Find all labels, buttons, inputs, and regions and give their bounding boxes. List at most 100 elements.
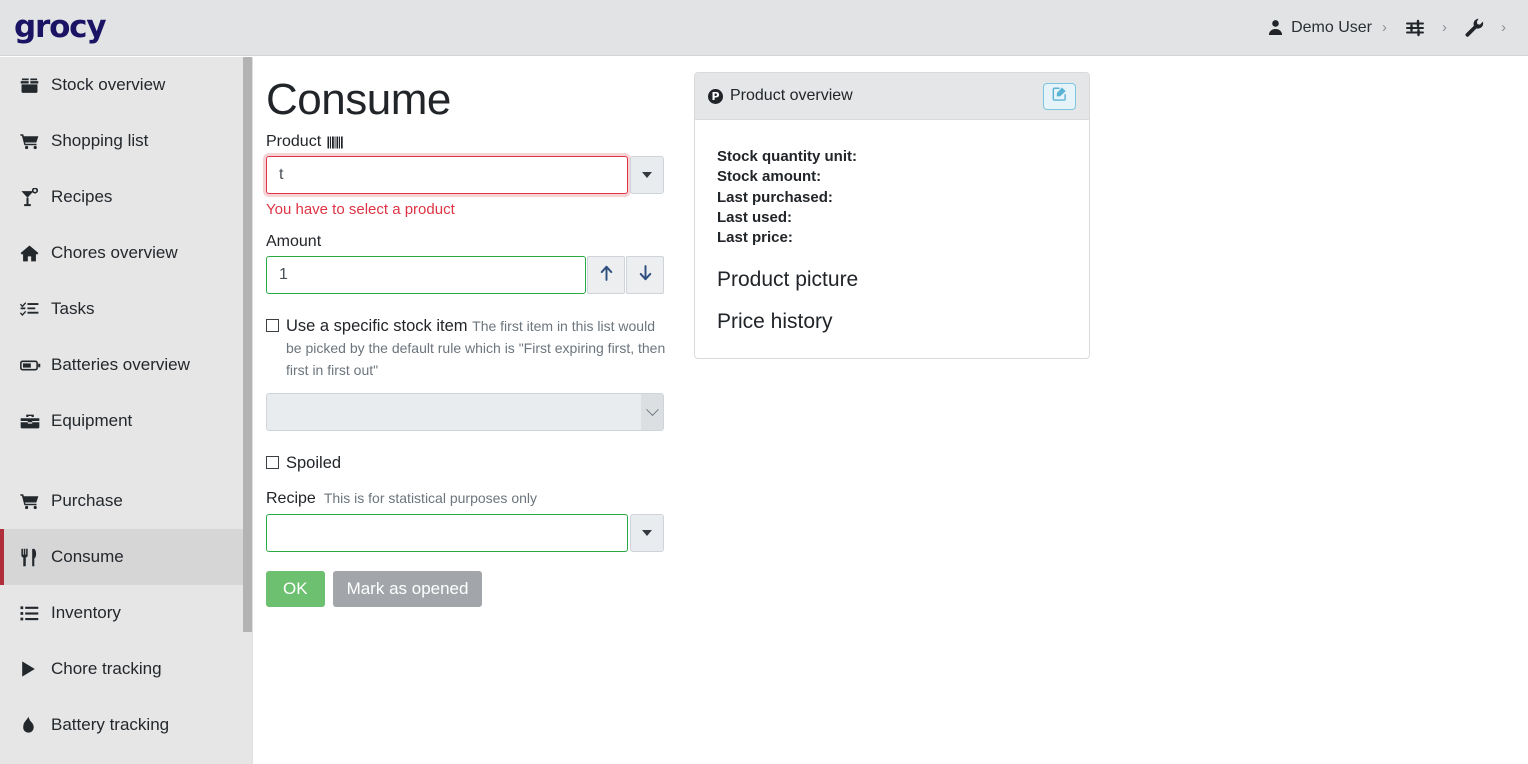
product-input-group <box>266 156 664 194</box>
sidebar-item-battery-tracking[interactable]: Battery tracking <box>0 697 252 753</box>
arrow-down-icon <box>638 264 653 286</box>
mark-as-opened-button[interactable]: Mark as opened <box>332 571 483 607</box>
edit-square-icon <box>1052 86 1067 106</box>
amount-increase-button[interactable] <box>587 256 625 294</box>
product-overview-body: Stock quantity unit: Stock amount: Last … <box>695 120 1089 358</box>
settings-menu[interactable] <box>1397 13 1440 43</box>
sidebar-item-shopping-list[interactable]: Shopping list <box>0 113 252 169</box>
sidebar-scrollbar-thumb[interactable] <box>243 57 252 632</box>
sidebar-scrollbar[interactable] <box>243 57 252 764</box>
stock-item-select-arrow <box>641 394 663 430</box>
amount-input-group <box>266 256 664 294</box>
main-content: Consume Product You <box>253 57 1528 764</box>
sidebar-item-label: Recipes <box>51 187 113 206</box>
product-dropdown-button[interactable] <box>630 156 664 194</box>
cart-icon <box>20 132 45 151</box>
sidebar-item-label: Purchase <box>51 491 123 510</box>
user-menu[interactable]: Demo User <box>1259 13 1380 43</box>
sidebar-item-label: Chore tracking <box>51 659 162 678</box>
product-circle-icon: P <box>708 88 723 104</box>
stock-amount-label: Stock amount: <box>717 168 822 186</box>
sidebar-item-label: Chores overview <box>51 243 178 262</box>
brand-logo[interactable]: grocy <box>14 9 107 45</box>
recipe-input[interactable] <box>266 514 628 552</box>
list-icon <box>20 604 45 623</box>
tasks-icon <box>20 300 45 319</box>
last-purchased-label: Last purchased: <box>717 188 833 206</box>
sidebar-item-consume[interactable]: Consume <box>0 529 252 585</box>
home-icon <box>20 244 45 263</box>
flame-icon <box>20 715 45 735</box>
recipe-help: This is for statistical purposes only <box>323 490 538 506</box>
settings-menu-chevron-icon[interactable]: › <box>1442 19 1447 36</box>
product-input[interactable] <box>266 156 628 194</box>
utensils-icon <box>20 548 45 567</box>
sidebar-item-label: Batteries overview <box>51 355 190 374</box>
recipe-label: Recipe <box>266 489 316 507</box>
caret-down-icon <box>642 530 652 536</box>
specific-stock-item-label-group: Use a specific stock item The first item… <box>286 315 666 381</box>
sidebar-item-label: Tasks <box>51 299 95 318</box>
product-error-message: You have to select a product <box>266 201 455 218</box>
edit-product-button[interactable] <box>1043 82 1076 110</box>
arrow-up-icon <box>599 265 614 286</box>
product-picture-heading: Product picture <box>717 268 859 292</box>
stock-quantity-unit-label: Stock quantity unit: <box>717 148 857 165</box>
consume-form: Product You have to select a product <box>266 133 666 607</box>
last-used-label: Last used: <box>717 208 793 226</box>
sidebar-item-tasks[interactable]: Tasks <box>0 281 252 337</box>
sidebar-item-inventory[interactable]: Inventory <box>0 585 252 641</box>
last-price-label: Last price: <box>717 229 793 247</box>
sliders-icon <box>1405 19 1425 37</box>
specific-stock-item-row: Use a specific stock item The first item… <box>266 315 666 381</box>
sidebar-divider <box>252 57 253 764</box>
sidebar-item-label: Stock overview <box>51 75 166 94</box>
recipe-label-row: Recipe This is for statistical purposes … <box>266 488 666 509</box>
form-actions: OK Mark as opened <box>266 571 666 607</box>
recipe-dropdown-button[interactable] <box>630 514 664 552</box>
sidebar-divider-gap <box>0 449 252 473</box>
spoiled-row: Spoiled <box>266 452 666 474</box>
sidebar-scroll-area: Stock overview Shopping list <box>0 57 252 753</box>
amount-decrease-button[interactable] <box>626 256 664 294</box>
sidebar-item-recipes[interactable]: Recipes <box>0 169 252 225</box>
spoiled-label[interactable]: Spoiled <box>286 454 342 472</box>
page-title: Consume <box>266 75 451 124</box>
user-name-label: Demo User <box>1291 18 1372 36</box>
wrench-icon <box>1465 18 1484 37</box>
chevron-down-icon <box>645 402 659 416</box>
product-overview-title: Product overview <box>730 87 853 104</box>
amount-input[interactable] <box>266 256 586 294</box>
sidebar-item-label: Equipment <box>51 411 133 430</box>
price-history-heading: Price history <box>717 310 833 334</box>
caret-down-icon <box>642 172 652 178</box>
play-icon <box>20 660 45 678</box>
user-menu-chevron-icon[interactable]: › <box>1382 19 1387 36</box>
tools-menu-chevron-icon[interactable]: › <box>1501 19 1506 36</box>
user-icon <box>1267 19 1284 36</box>
sidebar-item-label: Consume <box>51 547 124 566</box>
top-navbar: grocy Demo User › <box>0 0 1528 56</box>
specific-stock-item-help: The first item in this list would be pic… <box>286 318 666 378</box>
box-icon <box>20 76 45 95</box>
sidebar-item-stock-overview[interactable]: Stock overview <box>0 57 252 113</box>
sidebar-item-batteries-overview[interactable]: Batteries overview <box>0 337 252 393</box>
product-label-row: Product <box>266 133 666 151</box>
ok-button[interactable]: OK <box>266 571 325 607</box>
sidebar-nav: Stock overview Shopping list <box>0 57 252 764</box>
sidebar-item-label: Battery tracking <box>51 715 170 734</box>
specific-stock-item-label[interactable]: Use a specific stock item <box>286 317 468 335</box>
battery-icon <box>20 356 45 375</box>
sidebar-item-chores-overview[interactable]: Chores overview <box>0 225 252 281</box>
sidebar-item-chore-tracking[interactable]: Chore tracking <box>0 641 252 697</box>
specific-stock-item-checkbox[interactable] <box>266 319 279 332</box>
spoiled-checkbox[interactable] <box>266 456 279 469</box>
barcode-icon[interactable] <box>327 136 344 149</box>
stock-item-select <box>266 393 664 431</box>
sidebar-item-equipment[interactable]: Equipment <box>0 393 252 449</box>
sidebar-item-purchase[interactable]: Purchase <box>0 473 252 529</box>
tools-menu[interactable] <box>1457 12 1499 43</box>
recipe-input-group <box>266 514 664 552</box>
navbar-right-group: Demo User › › › <box>1259 12 1516 43</box>
product-label: Product <box>266 133 322 150</box>
